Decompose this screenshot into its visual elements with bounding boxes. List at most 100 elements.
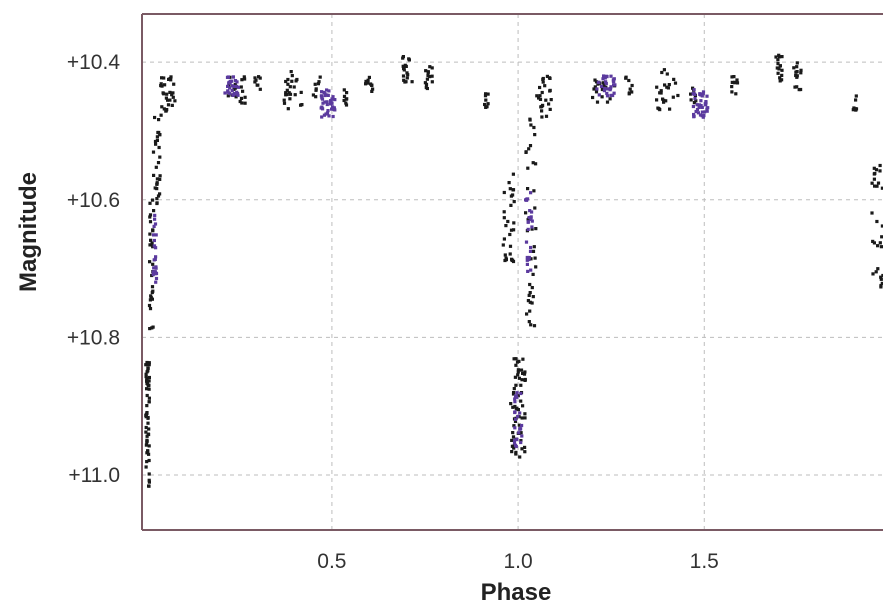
data-point-1-5-29 (604, 81, 608, 86)
data-point-0-14-52 (519, 431, 523, 435)
data-point-1-3-23 (518, 411, 522, 415)
data-point-0-21-7 (734, 92, 738, 96)
data-point-0-12-3 (485, 105, 489, 109)
data-point-1-2-15 (325, 88, 329, 92)
data-point-1-3-22 (513, 426, 517, 430)
data-point-0-16-10 (538, 85, 542, 90)
data-point-0-22-14 (778, 64, 782, 68)
data-point-0-2-6 (158, 192, 162, 196)
data-point-0-16-21 (535, 94, 539, 98)
data-point-0-15-17 (532, 245, 536, 249)
data-point-1-4-2 (529, 268, 533, 272)
data-point-0-7-2 (317, 80, 321, 84)
data-point-0-19-3 (662, 68, 666, 72)
data-point-0-7-1 (311, 93, 315, 97)
data-point-0-14-55 (513, 375, 517, 379)
data-point-0-22-9 (777, 67, 781, 71)
data-point-0-16-13 (538, 97, 543, 101)
data-point-0-25-28 (879, 285, 883, 289)
data-point-0-20-1 (689, 98, 693, 102)
data-point-0-25-0 (876, 244, 880, 248)
data-point-1-6-19 (692, 92, 696, 96)
data-point-0-3-27 (170, 103, 174, 107)
data-point-0-8-1 (344, 101, 348, 105)
data-point-0-6-6 (282, 101, 287, 105)
data-point-0-16-7 (540, 109, 544, 113)
data-point-0-19-21 (665, 72, 669, 76)
data-point-0-25-25 (873, 184, 877, 188)
data-point-0-9-0 (367, 75, 371, 79)
data-point-1-2-20 (327, 89, 331, 93)
data-point-1-5-25 (613, 83, 617, 87)
data-point-0-3-6 (159, 113, 163, 117)
data-point-0-19-16 (662, 100, 666, 104)
data-point-0-13-24 (504, 224, 508, 228)
data-point-1-2-25 (323, 93, 327, 97)
data-point-0-15-18 (532, 324, 537, 328)
data-point-0-3-8 (164, 96, 168, 100)
data-point-0-13-18 (508, 232, 512, 237)
data-point-0-25-12 (870, 181, 874, 185)
data-point-0-0-0 (144, 465, 148, 469)
data-point-1-3-9 (515, 391, 519, 395)
data-point-0-1-27 (148, 213, 153, 217)
data-point-0-15-25 (528, 300, 532, 304)
data-point-0-0-50 (144, 413, 148, 418)
data-point-0-16-18 (541, 76, 545, 81)
data-point-1-3-12 (513, 397, 517, 401)
data-point-1-2-29 (319, 94, 323, 98)
data-point-0-23-8 (792, 66, 796, 70)
data-point-1-0-24 (154, 265, 158, 269)
data-point-0-23-13 (795, 75, 799, 79)
data-point-0-0-16 (147, 480, 151, 484)
data-point-0-7-6 (313, 82, 317, 86)
data-point-0-25-18 (879, 245, 883, 249)
data-point-0-23-6 (799, 87, 803, 92)
data-point-0-2-4 (157, 145, 161, 150)
data-point-0-6-3 (289, 70, 293, 74)
data-point-0-11-13 (428, 75, 432, 79)
data-point-0-6-13 (300, 103, 304, 107)
data-point-1-6-20 (700, 114, 704, 118)
data-point-1-2-21 (325, 93, 329, 97)
data-point-1-1-25 (231, 84, 235, 88)
data-point-0-1-28 (151, 325, 155, 329)
data-point-0-14-7 (514, 383, 518, 387)
data-point-1-3-6 (513, 400, 517, 404)
data-point-0-5-4 (258, 87, 262, 91)
data-point-0-19-22 (671, 95, 675, 99)
data-point-1-6-39 (698, 92, 702, 96)
data-point-1-3-24 (515, 437, 519, 441)
data-point-1-1-7 (226, 84, 230, 88)
data-point-0-11-4 (426, 73, 430, 78)
data-point-0-14-59 (512, 446, 516, 450)
data-point-1-2-33 (331, 105, 335, 109)
data-point-0-3-14 (169, 75, 173, 79)
data-point-0-11-11 (426, 70, 430, 74)
data-point-0-23-3 (795, 61, 799, 65)
data-point-0-14-41 (516, 373, 520, 377)
data-point-0-19-12 (667, 83, 671, 87)
data-point-0-14-34 (512, 357, 516, 361)
data-point-0-21-8 (730, 90, 734, 94)
data-point-0-3-22 (171, 95, 175, 99)
data-point-0-25-2 (878, 241, 882, 245)
data-point-0-0-39 (147, 379, 151, 383)
data-point-0-13-11 (503, 258, 507, 263)
data-point-0-3-13 (159, 84, 163, 88)
data-point-0-15-10 (528, 309, 532, 313)
data-point-0-0-45 (147, 427, 151, 431)
data-point-0-13-19 (502, 190, 506, 195)
data-point-1-4-6 (526, 220, 530, 224)
data-point-0-9-8 (364, 82, 368, 86)
data-point-0-22-5 (776, 62, 780, 66)
data-point-1-4-21 (525, 258, 529, 262)
data-point-0-12-5 (484, 92, 488, 96)
data-point-0-25-29 (880, 186, 883, 190)
data-point-0-20-2 (694, 99, 698, 103)
data-point-0-25-27 (874, 270, 878, 274)
data-point-1-1-6 (223, 91, 227, 95)
data-point-0-5-3 (256, 83, 260, 87)
data-point-0-20-0 (689, 92, 693, 96)
data-point-0-15-9 (531, 161, 535, 165)
